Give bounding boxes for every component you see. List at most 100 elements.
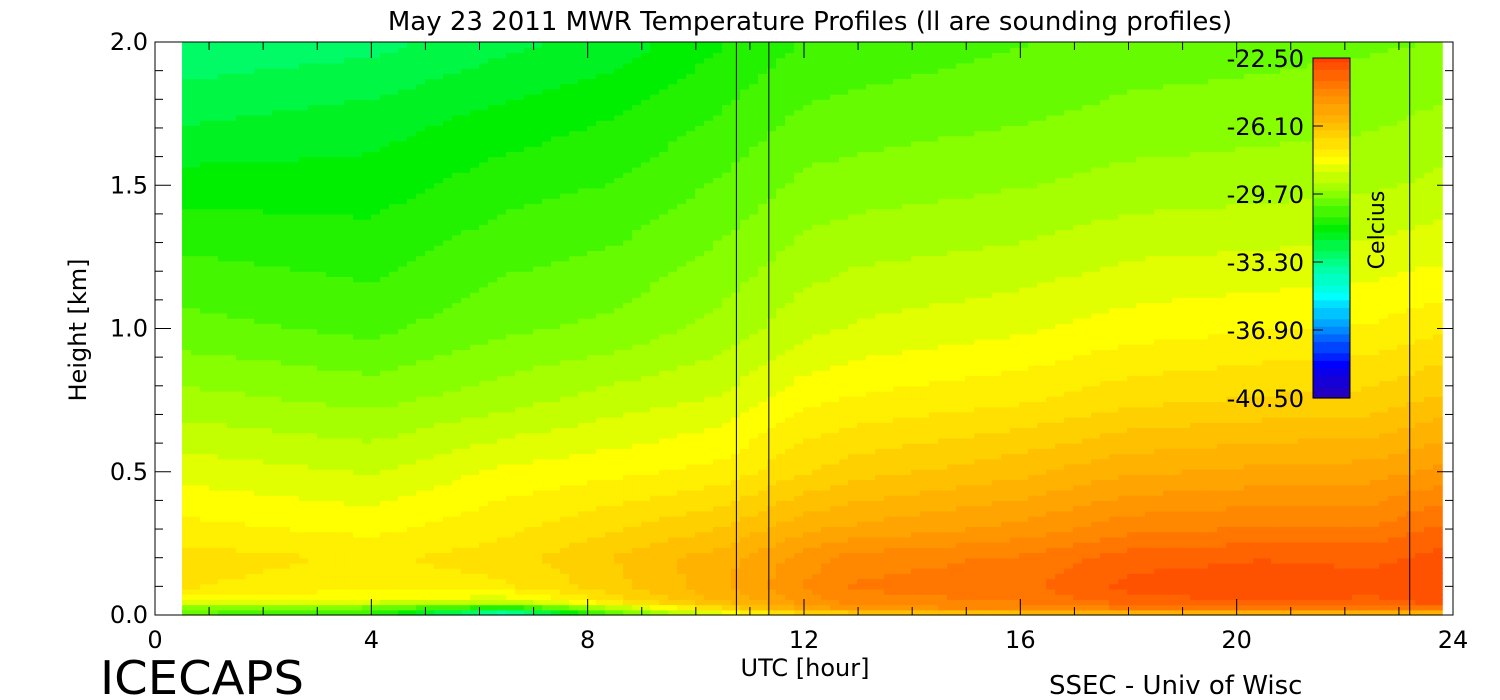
heatmap-cell (407, 505, 417, 512)
heatmap-cell (488, 323, 498, 330)
heatmap-cell (560, 83, 570, 90)
heatmap-cell (218, 474, 228, 481)
heatmap-cell (497, 172, 507, 179)
heatmap-cell (578, 193, 588, 199)
heatmap-cell (281, 573, 291, 580)
heatmap-cell (326, 391, 336, 397)
heatmap-cell (416, 52, 426, 59)
heatmap-cell (272, 140, 282, 147)
heatmap-cell (245, 411, 255, 418)
heatmap-cell (551, 156, 561, 163)
heatmap-cell (281, 109, 291, 116)
heatmap-cell (407, 203, 417, 210)
heatmap-cell (506, 432, 516, 439)
heatmap-cell (371, 239, 381, 246)
heatmap-cell (461, 198, 471, 205)
heatmap-cell (299, 573, 309, 580)
heatmap-cell (236, 182, 246, 189)
heatmap-cell (407, 323, 417, 330)
heatmap-cell (560, 516, 570, 522)
heatmap-cell (182, 239, 192, 246)
heatmap-cell (335, 552, 345, 559)
heatmap-cell (299, 552, 309, 559)
heatmap-cell (191, 255, 201, 262)
heatmap-cell (182, 333, 192, 340)
heatmap-cell (182, 193, 192, 199)
heatmap-cell (416, 406, 426, 413)
heatmap-cell (407, 427, 417, 434)
heatmap-cell (443, 479, 453, 486)
heatmap-cell (407, 453, 417, 460)
heatmap-cell (533, 521, 543, 528)
heatmap-cell (380, 396, 390, 403)
heatmap-cell (524, 516, 534, 522)
heatmap-cell (272, 328, 282, 335)
heatmap-cell (506, 125, 516, 132)
heatmap-cell (191, 583, 201, 590)
heatmap-cell (425, 151, 435, 158)
heatmap-cell (236, 286, 246, 293)
heatmap-cell (533, 297, 543, 304)
heatmap-cell (533, 292, 543, 298)
heatmap-cell (362, 68, 372, 74)
heatmap-cell (497, 182, 507, 189)
heatmap-cell (227, 125, 237, 132)
heatmap-cell (416, 599, 426, 606)
heatmap-cell (443, 213, 453, 220)
heatmap-cell (227, 474, 237, 481)
heatmap-cell (254, 68, 264, 74)
heatmap-cell (290, 73, 300, 80)
heatmap-cell (218, 47, 228, 54)
heatmap-cell (245, 437, 255, 444)
heatmap-cell (506, 229, 516, 236)
heatmap-cell (407, 557, 417, 564)
heatmap-cell (434, 260, 444, 267)
heatmap-cell (389, 516, 399, 522)
heatmap-cell (263, 463, 273, 470)
heatmap-cell (425, 167, 435, 173)
heatmap-cell (425, 599, 435, 606)
heatmap-cell (524, 276, 534, 283)
heatmap-cell (587, 547, 597, 554)
heatmap-cell (380, 333, 390, 340)
heatmap-cell (344, 307, 354, 314)
heatmap-cell (191, 542, 201, 548)
heatmap-cell (425, 245, 435, 251)
heatmap-cell (515, 151, 525, 158)
heatmap-cell (407, 463, 417, 470)
heatmap-cell (497, 156, 507, 163)
heatmap-cell (272, 250, 282, 257)
heatmap-cell (515, 401, 525, 408)
heatmap-cell (272, 203, 282, 210)
heatmap-cell (533, 151, 543, 158)
heatmap-cell (272, 245, 282, 251)
heatmap-cell (182, 213, 192, 220)
heatmap-cell (290, 599, 300, 606)
heatmap-cell (515, 453, 525, 460)
heatmap-cell (425, 276, 435, 283)
heatmap-cell (191, 557, 201, 564)
heatmap-cell (353, 375, 363, 382)
heatmap-cell (515, 364, 525, 371)
heatmap-cell (326, 458, 336, 465)
heatmap-cell (362, 562, 372, 569)
heatmap-cell (488, 526, 498, 533)
heatmap-cell (272, 114, 282, 121)
heatmap-cell (425, 208, 435, 215)
heatmap-cell (371, 526, 381, 533)
heatmap-cell (569, 489, 579, 496)
heatmap-cell (551, 140, 561, 147)
heatmap-cell (326, 88, 336, 95)
heatmap-cell (272, 552, 282, 559)
heatmap-cell (542, 531, 552, 538)
heatmap-cell (578, 573, 588, 580)
heatmap-cell (488, 380, 498, 387)
heatmap-cell (578, 526, 588, 533)
heatmap-cell (398, 302, 408, 309)
heatmap-cell (461, 573, 471, 580)
heatmap-cell (452, 114, 462, 121)
heatmap-cell (335, 161, 345, 168)
heatmap-cell (425, 344, 435, 350)
heatmap-cell (335, 224, 345, 231)
heatmap-cell (254, 52, 264, 59)
